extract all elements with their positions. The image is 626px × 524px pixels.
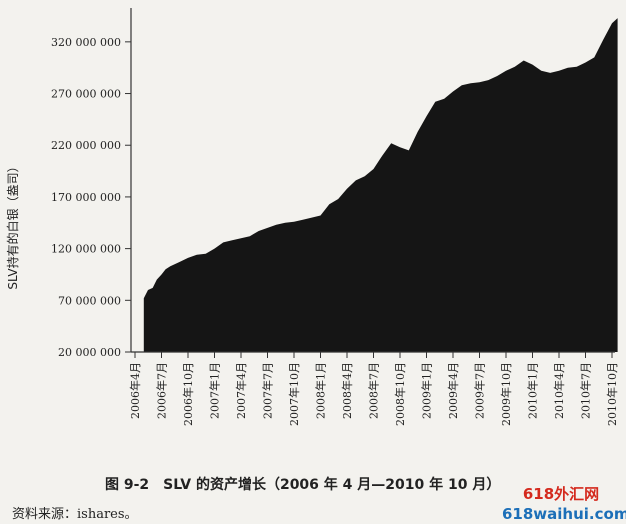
x-tick-label: 2008年1月: [314, 362, 328, 419]
y-tick-label: 270 000 000: [51, 88, 121, 101]
y-tick-label: 70 000 000: [58, 294, 121, 307]
x-tick-label: 2010年4月: [552, 362, 566, 419]
x-tick-label: 2010年1月: [526, 362, 540, 419]
watermark-line-1: 618外汇网: [522, 485, 600, 503]
figure-caption: 图 9-2 SLV 的资产增长（2006 年 4 月—2010 年 10 月）: [105, 477, 501, 493]
y-tick-label: 220 000 000: [51, 139, 121, 152]
watermark-logo: 618外汇网 618waihui.com: [502, 484, 626, 524]
x-tick-label: 2008年7月: [367, 362, 381, 419]
x-ticks: 2006年4月 2006年7月 2006年10月 2007年1月 2007年4月 2007…: [128, 352, 619, 426]
y-tick-label: 120 000 000: [51, 243, 121, 256]
x-tick-label: 2007年4月: [234, 362, 248, 419]
x-tick-label: 2007年7月: [261, 362, 275, 419]
x-tick-label: 2010年10月: [605, 362, 619, 426]
y-ticks: 20 000 000 70 000 000 120 000 000 170 000 0…: [51, 36, 131, 359]
y-tick-label: 320 000 000: [51, 36, 121, 49]
x-tick-label: 2008年10月: [393, 362, 407, 426]
x-tick-label: 2009年7月: [473, 362, 487, 419]
watermark-line-2: 618waihui.com: [502, 505, 626, 523]
y-axis-label: SLV持有的白银（盎司）: [5, 160, 20, 289]
x-tick-label: 2009年1月: [420, 362, 434, 419]
holdings-area: [143, 18, 618, 352]
area-layer: [143, 18, 618, 352]
x-tick-label: 2007年1月: [208, 362, 222, 419]
x-tick-label: 2008年4月: [340, 362, 354, 419]
y-tick-label: 20 000 000: [58, 346, 121, 359]
x-tick-label: 2010年7月: [579, 362, 593, 419]
y-tick-label: 170 000 000: [51, 191, 121, 204]
x-tick-label: 2006年4月: [128, 362, 142, 419]
x-tick-label: 2006年10月: [181, 362, 195, 426]
x-tick-label: 2009年4月: [446, 362, 460, 419]
x-tick-label: 2007年10月: [287, 362, 301, 426]
x-tick-label: 2009年10月: [499, 362, 513, 426]
source-note: 资料来源：ishares。: [12, 507, 138, 522]
x-tick-label: 2006年7月: [155, 362, 169, 419]
